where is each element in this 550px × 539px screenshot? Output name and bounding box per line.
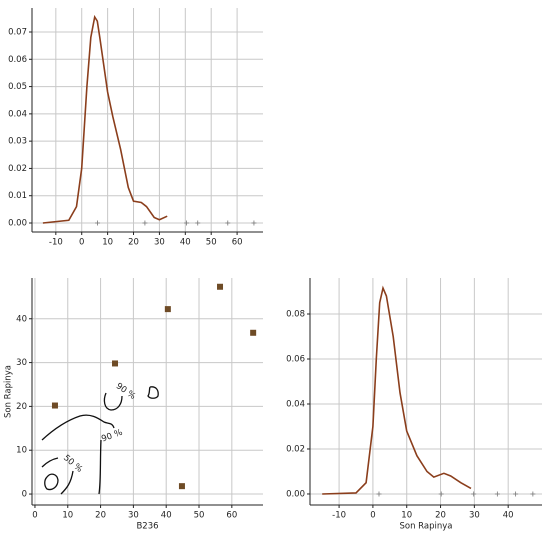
rug-marker bbox=[494, 491, 500, 497]
y-tick-label: 0.02 bbox=[8, 164, 27, 174]
density-line bbox=[42, 14, 168, 224]
y-tick-label: 0 bbox=[22, 490, 27, 500]
x-tick-label: 50 bbox=[194, 511, 205, 521]
scatter-point bbox=[217, 283, 224, 290]
contours bbox=[41, 386, 159, 495]
density-line bbox=[322, 285, 472, 495]
rug-marker bbox=[251, 220, 257, 226]
y-tick-label: 0.00 bbox=[286, 489, 305, 499]
y-tick-label: 0.04 bbox=[8, 109, 27, 119]
rug-marker bbox=[142, 220, 148, 226]
rug-marker bbox=[513, 491, 519, 497]
x-tick-label: 40 bbox=[180, 238, 191, 248]
contour-line bbox=[44, 473, 59, 491]
y-tick-label: 0.08 bbox=[286, 309, 305, 319]
rug-marker bbox=[376, 491, 382, 497]
x-tick-label: 40 bbox=[161, 511, 172, 521]
x-tick-label: 0 bbox=[79, 238, 84, 248]
y-tick-label: 0.02 bbox=[286, 444, 305, 454]
y-tick-label: 0.04 bbox=[286, 399, 305, 409]
y-tick-label: 20 bbox=[16, 402, 27, 412]
scatter-point bbox=[112, 360, 119, 367]
y-tick-label: 0.00 bbox=[8, 218, 27, 228]
x-tick-label: 20 bbox=[95, 511, 106, 521]
x-tick-label: -10 bbox=[49, 238, 63, 248]
y-tick-label: 0.01 bbox=[8, 191, 27, 201]
rug-marker bbox=[95, 220, 101, 226]
y-tick-label: 40 bbox=[16, 314, 27, 324]
x-tick-label: 0 bbox=[370, 511, 375, 521]
x-tick-label: 10 bbox=[102, 238, 113, 248]
y-tick-label: 0.05 bbox=[8, 82, 27, 92]
x-tick-label: 30 bbox=[128, 511, 139, 521]
rug-marker bbox=[438, 491, 444, 497]
rug-marker bbox=[195, 220, 201, 226]
x-tick-label: 60 bbox=[226, 511, 237, 521]
contour-line bbox=[147, 386, 159, 399]
contour-line bbox=[103, 392, 123, 411]
rug-marker bbox=[471, 491, 477, 497]
y-tick-label: 0.03 bbox=[8, 137, 27, 147]
y-tick-label: 0.06 bbox=[8, 55, 27, 65]
x-tick-label: 20 bbox=[435, 511, 446, 521]
x-tick-label: -10 bbox=[332, 511, 346, 521]
x-tick-label: 50 bbox=[206, 238, 217, 248]
contour-line bbox=[98, 439, 102, 495]
scatter-point bbox=[51, 402, 58, 409]
x-tick-label: 40 bbox=[503, 511, 514, 521]
y-tick-label: 10 bbox=[16, 446, 27, 456]
contour-label: 90 % bbox=[100, 428, 124, 445]
scatter-point bbox=[250, 329, 257, 336]
scatter-point bbox=[164, 306, 171, 313]
rug-marker bbox=[225, 220, 231, 226]
y-tick-label: 0.07 bbox=[8, 28, 27, 38]
x-tick-label: 10 bbox=[62, 511, 73, 521]
x-tick-label: 10 bbox=[401, 511, 412, 521]
x-tick-label: 0 bbox=[32, 511, 37, 521]
x-tick-label: 30 bbox=[154, 238, 165, 248]
y-axis-label: Son Rapinya bbox=[4, 365, 14, 418]
y-tick-label: 30 bbox=[16, 358, 27, 368]
y-tick-label: 0.06 bbox=[286, 354, 305, 364]
contour-line bbox=[41, 457, 59, 468]
x-tick-label: 60 bbox=[232, 238, 243, 248]
x-tick-label: 30 bbox=[469, 511, 480, 521]
contour-line bbox=[41, 414, 115, 441]
contour-line bbox=[60, 470, 74, 495]
rug-marker bbox=[184, 220, 190, 226]
x-axis-label: B236 bbox=[136, 522, 158, 532]
x-tick-label: 20 bbox=[128, 238, 139, 248]
scatter-point bbox=[178, 483, 185, 490]
rug-marker bbox=[530, 491, 536, 497]
x-axis-label: Son Rapinya bbox=[400, 522, 453, 532]
